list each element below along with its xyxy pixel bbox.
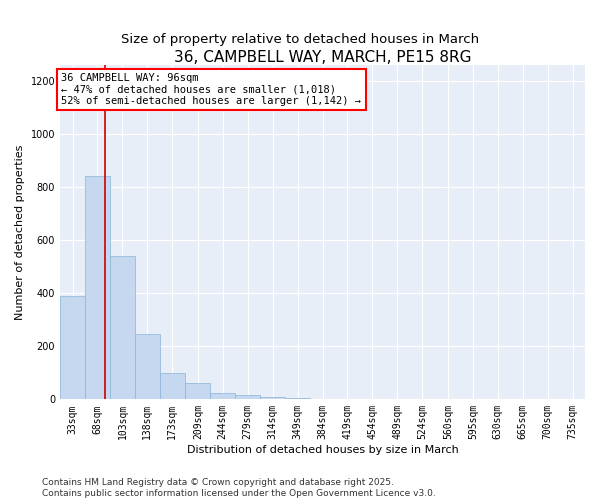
Bar [260,396,285,400]
Bar [185,384,211,400]
Text: 36 CAMPBELL WAY: 96sqm
← 47% of detached houses are smaller (1,018)
52% of semi-: 36 CAMPBELL WAY: 96sqm ← 47% of detached… [61,73,361,106]
Bar [135,334,160,400]
Bar [211,394,235,400]
Title: 36, CAMPBELL WAY, MARCH, PE15 8RG: 36, CAMPBELL WAY, MARCH, PE15 8RG [174,50,471,65]
Bar [235,396,260,400]
Y-axis label: Number of detached properties: Number of detached properties [15,144,25,320]
Text: Size of property relative to detached houses in March: Size of property relative to detached ho… [121,32,479,46]
Bar [60,296,85,400]
Bar [160,373,185,400]
Bar [285,398,310,400]
Text: Contains HM Land Registry data © Crown copyright and database right 2025.
Contai: Contains HM Land Registry data © Crown c… [42,478,436,498]
X-axis label: Distribution of detached houses by size in March: Distribution of detached houses by size … [187,445,458,455]
Bar [85,176,110,400]
Bar [110,256,135,400]
